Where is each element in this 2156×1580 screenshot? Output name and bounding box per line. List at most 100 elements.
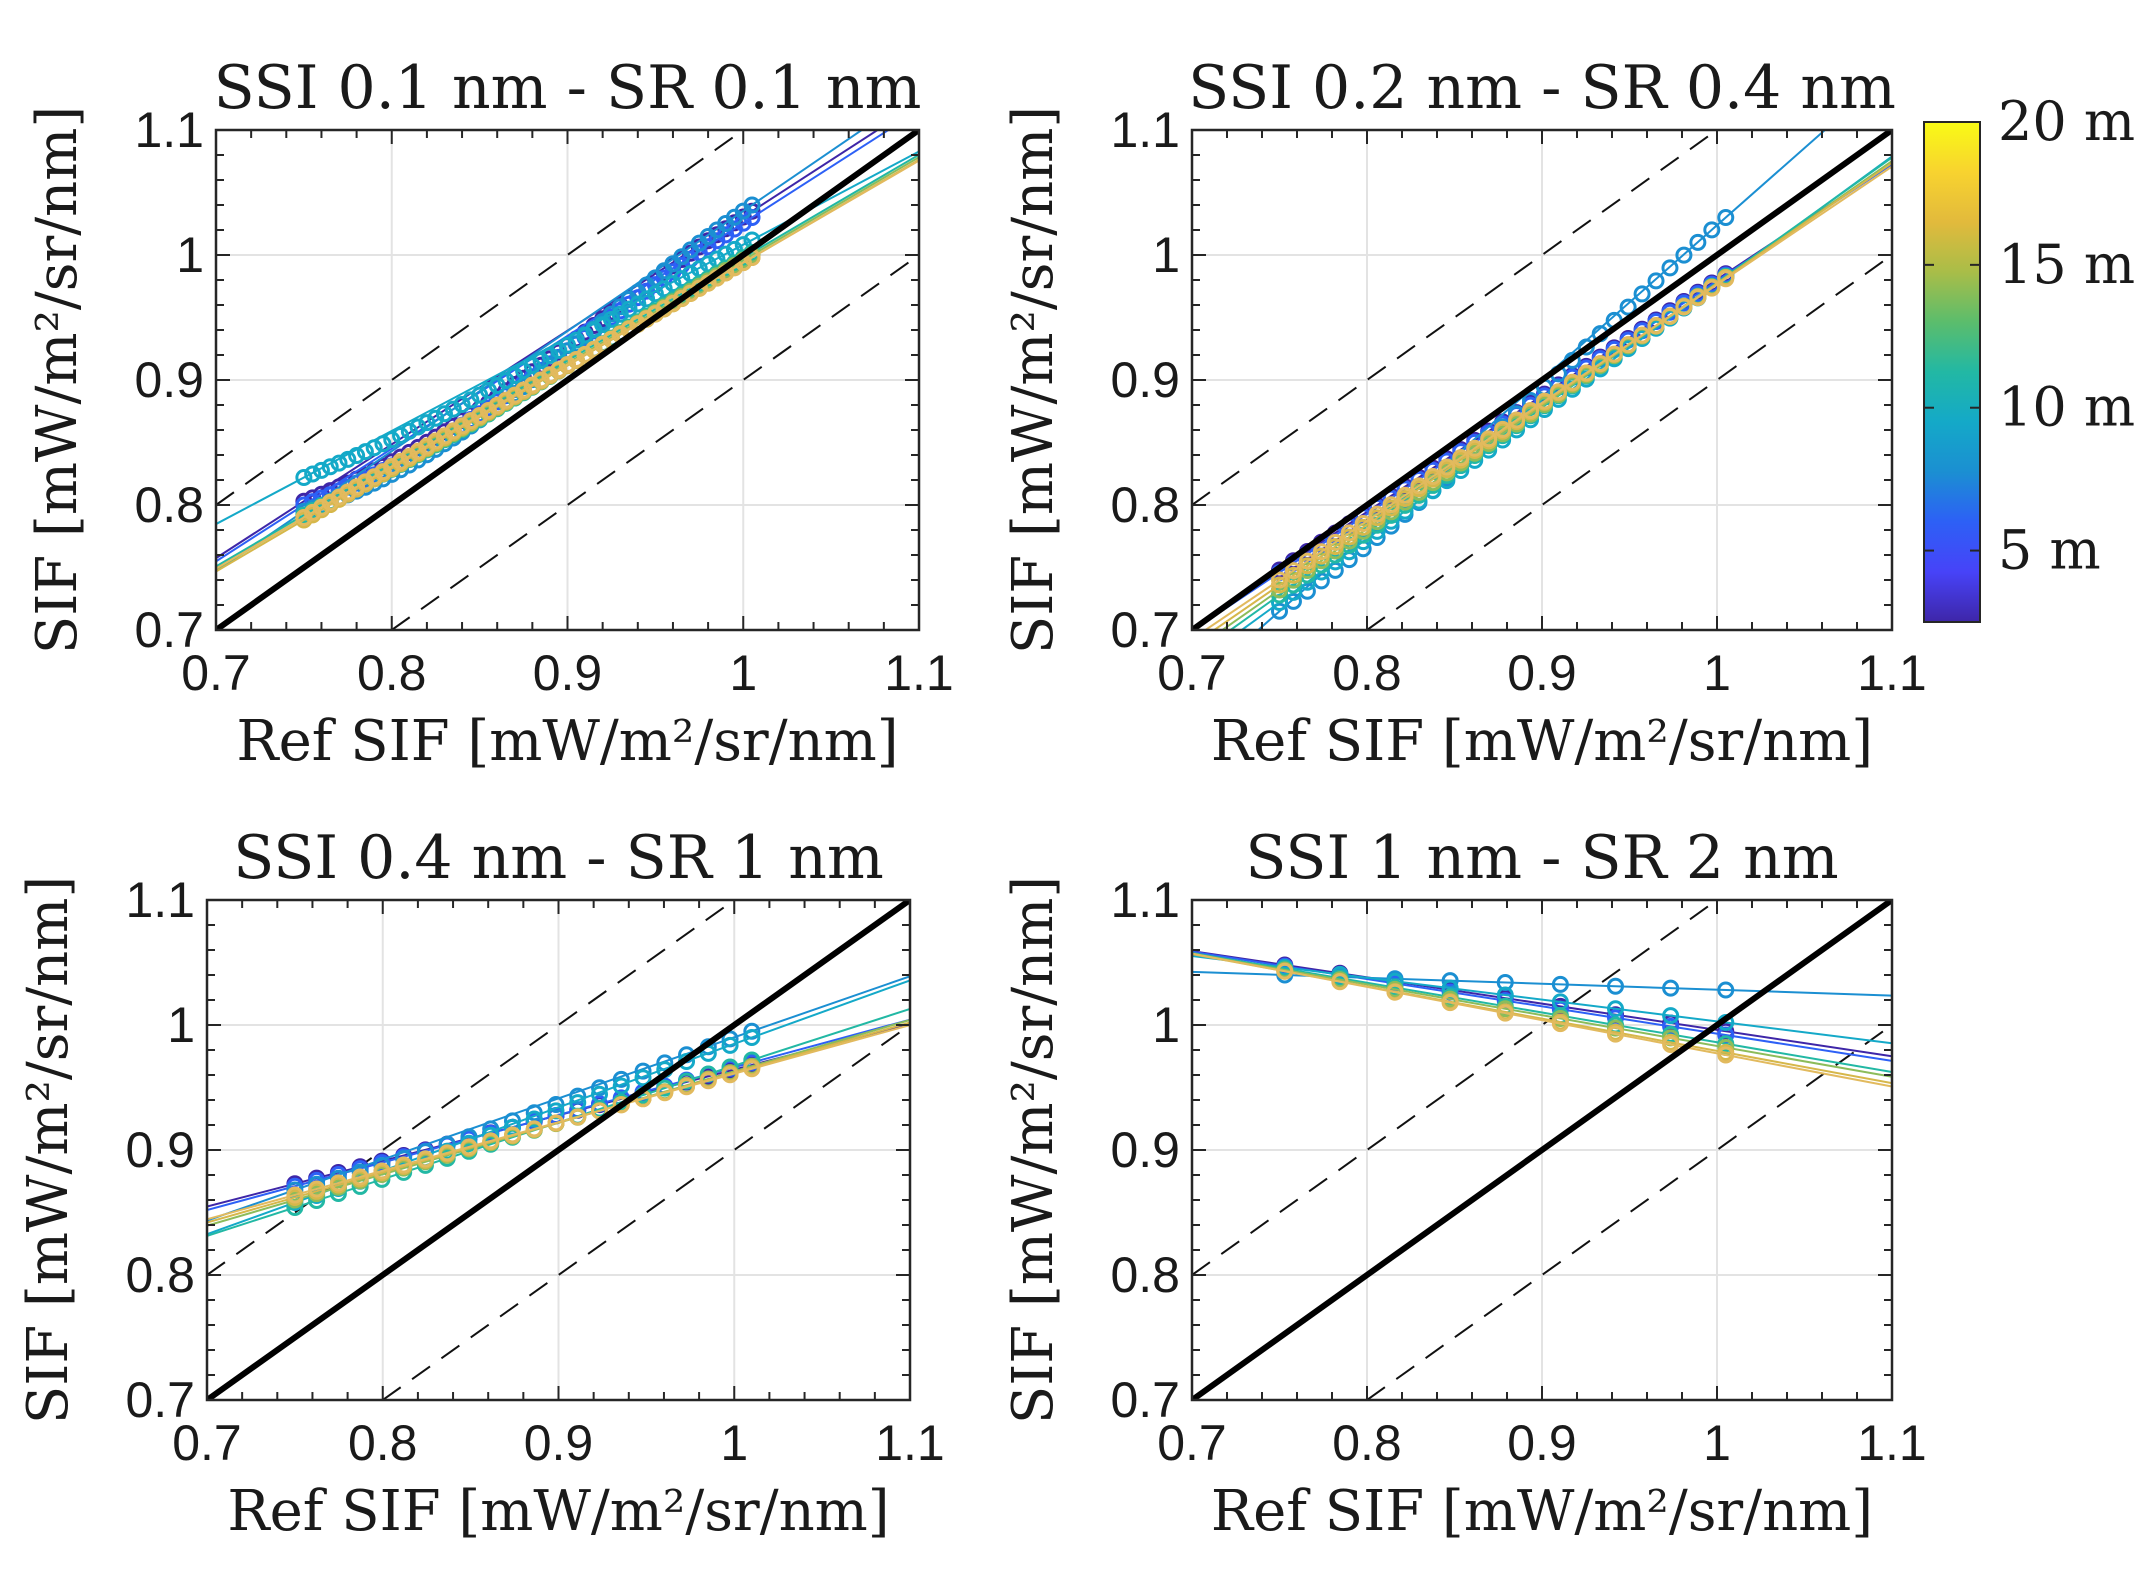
fit-line-4 bbox=[1192, 951, 1892, 1074]
data-point bbox=[655, 280, 673, 298]
colorbar-tick-label: 10 m bbox=[1998, 376, 2135, 439]
x-tick-label: 1 bbox=[729, 645, 757, 701]
data-point bbox=[295, 509, 313, 526]
y-tick-label: 1.1 bbox=[125, 872, 195, 928]
data-point bbox=[488, 376, 506, 394]
colorbar: 5 m 10 m 15 m 20 m bbox=[1923, 90, 2135, 623]
data-point bbox=[612, 1070, 630, 1088]
data-point bbox=[559, 356, 576, 374]
data-point bbox=[400, 422, 418, 440]
y-axis-label: SIF [mW/m²/sr/nm] bbox=[25, 106, 90, 654]
x-tick-label: 0.9 bbox=[533, 645, 603, 701]
data-point bbox=[559, 336, 576, 354]
data-point bbox=[532, 352, 550, 370]
data-point bbox=[497, 391, 515, 409]
data-point bbox=[1480, 430, 1498, 448]
data-point bbox=[356, 443, 374, 461]
data-point bbox=[1331, 973, 1349, 991]
x-axis-label: Ref SIF [mW/m²/sr/nm] bbox=[236, 709, 898, 774]
x-tick-label: 0.8 bbox=[1332, 645, 1402, 701]
data-point bbox=[594, 316, 612, 334]
data-point bbox=[460, 1138, 478, 1156]
data-point bbox=[330, 488, 348, 506]
data-point bbox=[721, 1066, 739, 1084]
colorbar-gradient bbox=[1923, 121, 1981, 623]
data-point bbox=[699, 1072, 717, 1090]
data-point bbox=[515, 381, 533, 399]
x-tick-label: 1.1 bbox=[884, 645, 954, 701]
y-tick-label: 1 bbox=[167, 997, 195, 1053]
y-tick-label: 1.1 bbox=[1110, 102, 1180, 158]
panel-top-left: SSI 0.1 nm - SR 0.1 nm Ref SIF [mW/m²/sr… bbox=[25, 53, 954, 774]
data-point bbox=[383, 431, 401, 449]
data-point bbox=[395, 1156, 413, 1174]
data-point bbox=[506, 386, 524, 404]
y-tick-label: 0.8 bbox=[1110, 1247, 1180, 1303]
x-tick-label: 1 bbox=[1703, 645, 1731, 701]
data-point bbox=[409, 418, 427, 436]
data-point bbox=[356, 473, 374, 491]
data-point bbox=[409, 442, 427, 460]
data-point bbox=[1607, 1025, 1624, 1043]
x-tick-label: 0.8 bbox=[348, 1415, 418, 1471]
data-point bbox=[1647, 317, 1665, 335]
data-point bbox=[1326, 533, 1344, 551]
data-point bbox=[547, 1096, 565, 1114]
data-point bbox=[743, 1029, 761, 1046]
one-to-one-line bbox=[207, 900, 910, 1400]
data-point bbox=[602, 310, 620, 328]
data-point bbox=[1661, 259, 1679, 277]
data-point bbox=[312, 461, 330, 479]
data-point bbox=[1551, 975, 1569, 993]
data-point bbox=[330, 454, 348, 472]
data-point bbox=[1717, 209, 1735, 226]
x-tick-label: 1.1 bbox=[1857, 1415, 1927, 1471]
data-point bbox=[1508, 411, 1526, 429]
data-point bbox=[1662, 979, 1680, 997]
x-tick-label: 0.7 bbox=[1157, 645, 1227, 701]
y-tick-label: 1 bbox=[1152, 227, 1180, 283]
data-point bbox=[348, 447, 366, 465]
data-point bbox=[1535, 392, 1553, 410]
data-point bbox=[497, 372, 515, 390]
data-point bbox=[682, 265, 700, 283]
data-point bbox=[634, 1069, 652, 1087]
data-point bbox=[339, 450, 357, 468]
plot-content bbox=[207, 900, 910, 1400]
plot-content bbox=[1192, 900, 1892, 1400]
panel-title: SSI 0.1 nm - SR 0.1 nm bbox=[214, 53, 922, 123]
data-point bbox=[1424, 467, 1442, 485]
colorbar-tick-label: 5 m bbox=[1998, 519, 2101, 582]
data-point bbox=[374, 435, 392, 453]
x-axis-label: Ref SIF [mW/m²/sr/nm] bbox=[1211, 709, 1873, 774]
data-point bbox=[435, 405, 453, 423]
data-point bbox=[1689, 233, 1707, 251]
data-point bbox=[634, 1062, 652, 1080]
data-point bbox=[576, 326, 594, 344]
data-point bbox=[479, 401, 497, 419]
data-point bbox=[351, 1168, 369, 1186]
y-tick-label: 1.1 bbox=[1110, 872, 1180, 928]
data-point bbox=[1619, 336, 1637, 354]
data-point bbox=[453, 417, 471, 435]
data-point bbox=[1382, 496, 1400, 514]
data-point bbox=[682, 284, 700, 302]
data-point bbox=[482, 1132, 500, 1150]
x-tick-label: 0.9 bbox=[524, 1415, 594, 1471]
fit-line-6 bbox=[1212, 162, 1892, 630]
data-point bbox=[523, 357, 541, 375]
data-point bbox=[348, 478, 366, 496]
data-point bbox=[1441, 994, 1459, 1012]
data-point bbox=[1386, 983, 1404, 1001]
data-point bbox=[1563, 373, 1581, 391]
data-point bbox=[1717, 270, 1735, 288]
data-point bbox=[1703, 221, 1721, 239]
data-point bbox=[304, 465, 322, 483]
y-tick-label: 0.8 bbox=[1110, 477, 1180, 533]
data-point bbox=[611, 305, 629, 323]
data-point bbox=[743, 1060, 761, 1078]
data-point bbox=[1271, 602, 1288, 620]
data-point bbox=[1466, 439, 1484, 457]
data-point bbox=[664, 275, 682, 293]
data-point bbox=[1494, 420, 1512, 438]
